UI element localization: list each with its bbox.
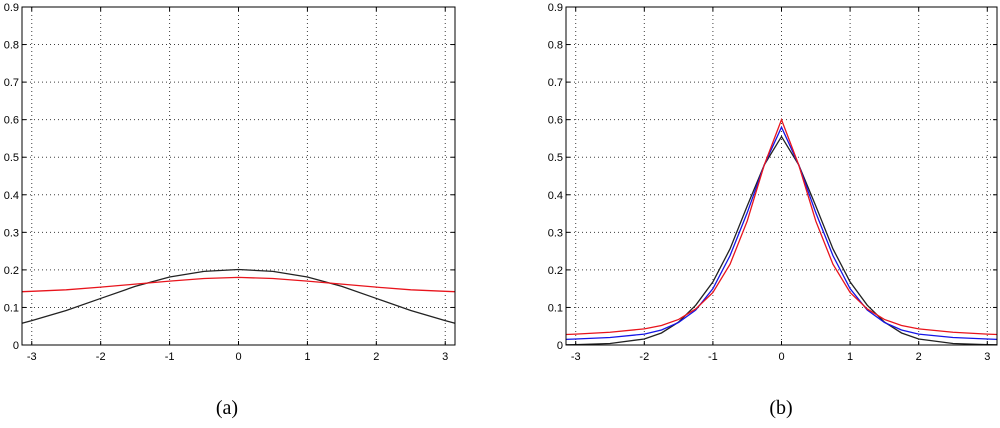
x-tick-label: -3 [571,351,581,363]
chart-panel-b: -3 -2 -1 0 1 2 3 0 0.1 0.2 0.3 0.4 0.5 0.6 0.7 0.8 0.9 (b… [548,2,998,419]
series-line-2 [565,125,998,341]
y-tick-label: 0.3 [4,227,19,239]
panel-caption: (b) [769,397,792,419]
y-tick-label: 0.8 [4,40,19,52]
series-line-1 [565,135,998,346]
y-tick-label: 0 [13,340,19,352]
panel-caption: (a) [216,397,238,419]
series-line-3 [565,117,998,336]
y-tick-label: 0.5 [548,152,563,164]
series-line-1 [21,268,456,324]
y-tick-label: 0.5 [4,152,19,164]
x-tick-label: -2 [639,351,649,363]
x-tick-label: -2 [96,351,106,363]
y-tick-label: 0.3 [548,227,563,239]
y-tick-label: 0.9 [548,2,563,14]
y-tick-label: 0.1 [548,302,563,314]
x-tick-label: -1 [708,351,718,363]
y-tick-label: 0.9 [4,2,19,14]
y-tick-label: 0.2 [4,265,19,277]
x-tick-label: 0 [235,351,241,363]
x-tick-label: 1 [304,351,310,363]
y-tick-label: 0 [557,340,563,352]
x-tick-label: 3 [984,351,990,363]
y-tick-label: 0.8 [548,40,563,52]
x-tick-label: 2 [373,351,379,363]
y-tick-label: 0.4 [548,190,563,202]
x-tick-label: 0 [778,351,784,363]
x-tick-label: 3 [442,351,448,363]
x-tick-label: -3 [27,351,37,363]
y-tick-label: 0.4 [4,190,19,202]
y-tick-label: 0.2 [548,265,563,277]
x-tick-label: 2 [916,351,922,363]
y-tick-label: 0.6 [548,115,563,127]
series-line-2 [21,276,456,293]
y-tick-label: 0.7 [548,77,563,89]
x-tick-label: 1 [847,351,853,363]
chart-panel-a: -3 -2 -1 0 1 2 3 0 0.1 0.2 0.3 0.4 0.5 0.6 0.7 0.8 0.9 (a… [4,2,456,419]
x-tick-label: -1 [165,351,175,363]
y-tick-label: 0.1 [4,302,19,314]
y-tick-label: 0.7 [4,77,19,89]
y-tick-label: 0.6 [4,115,19,127]
